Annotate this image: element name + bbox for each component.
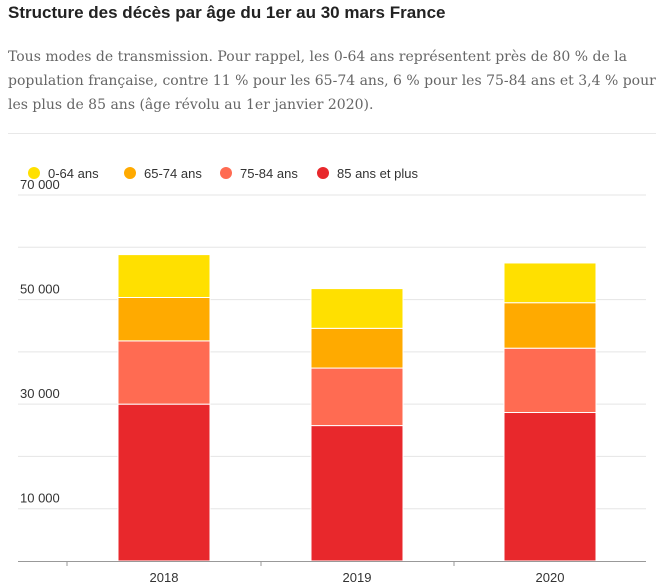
y-tick-label: 30 000 bbox=[20, 386, 60, 401]
y-tick-label: 50 000 bbox=[20, 282, 60, 297]
bar-segment-75-84-ans bbox=[503, 347, 597, 414]
bar-segment-85-ans-et-plus bbox=[503, 412, 597, 562]
y-axis-labels: 10 000 30 000 50 000 70 000 bbox=[20, 177, 60, 506]
bar-stack-2020 bbox=[503, 262, 597, 562]
bar-segment-0-64-ans bbox=[117, 254, 211, 298]
legend-item-75-84-ans: 75-84 ans bbox=[220, 166, 298, 181]
bar-segment-0-64-ans bbox=[310, 288, 404, 329]
x-tick-label: 2018 bbox=[150, 570, 179, 585]
separator bbox=[8, 133, 656, 134]
legend-label: 0-64 ans bbox=[48, 166, 99, 181]
legend-swatch bbox=[28, 167, 40, 179]
x-axis: 2018 2019 2020 bbox=[18, 561, 646, 585]
chart-legend: 0-64 ans 65-74 ans 75-84 ans 85 ans et plus bbox=[28, 166, 418, 181]
bar-segment-85-ans-et-plus bbox=[310, 425, 404, 562]
x-tick-label: 2020 bbox=[536, 570, 565, 585]
stacked-bar-chart: 0-64 ans 65-74 ans 75-84 ans 85 ans et plus… bbox=[18, 166, 646, 585]
bar-stack-2018 bbox=[117, 254, 211, 562]
chart-subtitle: Tous modes de transmission. Pour rappel,… bbox=[8, 49, 656, 113]
bar-segment-65-74-ans bbox=[117, 296, 211, 342]
bar-segment-75-84-ans bbox=[310, 367, 404, 427]
legend-swatch bbox=[124, 167, 136, 179]
x-tick-label: 2019 bbox=[343, 570, 372, 585]
legend-label: 75-84 ans bbox=[240, 166, 298, 181]
legend-item-65-74-ans: 65-74 ans bbox=[124, 166, 202, 181]
legend-label: 65-74 ans bbox=[144, 166, 202, 181]
legend-swatch bbox=[317, 167, 329, 179]
bar-segment-65-74-ans bbox=[310, 327, 404, 369]
legend-swatch bbox=[220, 167, 232, 179]
bar-segment-85-ans-et-plus bbox=[117, 403, 211, 562]
legend-item-85-ans-et-plus: 85 ans et plus bbox=[317, 166, 418, 181]
bar-stack-2019 bbox=[310, 288, 404, 562]
bar-segment-0-64-ans bbox=[503, 262, 597, 304]
y-tick-label: 10 000 bbox=[20, 491, 60, 506]
y-tick-label: 70 000 bbox=[20, 177, 60, 192]
bar-segment-65-74-ans bbox=[503, 302, 597, 349]
legend-label: 85 ans et plus bbox=[337, 166, 418, 181]
legend-item-0-64-ans: 0-64 ans bbox=[28, 166, 99, 181]
chart-title: Structure des décès par âge du 1er au 30… bbox=[8, 3, 446, 22]
bar-segment-75-84-ans bbox=[117, 340, 211, 405]
bars bbox=[117, 254, 597, 562]
